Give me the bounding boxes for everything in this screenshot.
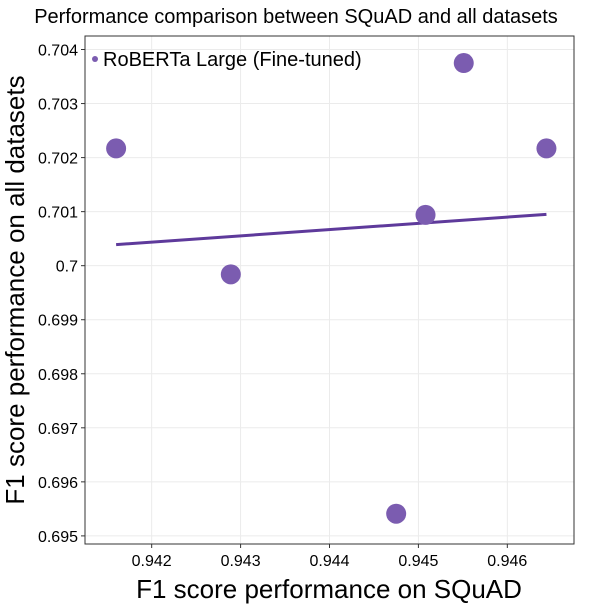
chart-title: Performance comparison between SQuAD and… bbox=[34, 6, 558, 28]
scatter-point bbox=[106, 138, 127, 159]
x-tick-label: 0.945 bbox=[398, 553, 438, 570]
legend: RoBERTa Large (Fine-tuned) bbox=[92, 49, 362, 71]
y-tick-label: 0.698 bbox=[38, 367, 78, 384]
y-tick-label: 0.704 bbox=[38, 43, 78, 60]
grid-lines bbox=[85, 36, 574, 544]
x-tick-label: 0.942 bbox=[132, 553, 172, 570]
y-tick-label: 0.7 bbox=[56, 259, 78, 276]
y-tick-label: 0.701 bbox=[38, 205, 78, 222]
data-points bbox=[106, 53, 557, 524]
scatter-point bbox=[220, 264, 241, 285]
y-axis-ticks: 0.695 0.696 0.697 0.698 0.699 0.7 0.701 0.702 0.… bbox=[38, 43, 85, 546]
x-axis-ticks: 0.942 0.943 0.944 0.945 0.946 bbox=[132, 544, 527, 570]
scatter-point bbox=[536, 138, 557, 159]
y-tick-label: 0.699 bbox=[38, 313, 78, 330]
y-tick-label: 0.702 bbox=[38, 151, 78, 168]
y-axis-label: F1 score performance on all datasets bbox=[0, 75, 30, 504]
scatter-point bbox=[453, 53, 474, 74]
y-tick-label: 0.695 bbox=[38, 529, 78, 546]
x-axis-label: F1 score performance on SQuAD bbox=[136, 574, 522, 604]
legend-swatch bbox=[92, 56, 98, 62]
scatter-point bbox=[415, 204, 436, 225]
trend-line-group bbox=[116, 212, 547, 247]
trend-line bbox=[116, 212, 547, 247]
x-tick-label: 0.944 bbox=[309, 553, 349, 570]
scatter-point bbox=[386, 503, 407, 524]
y-tick-label: 0.697 bbox=[38, 421, 78, 438]
x-tick-label: 0.946 bbox=[487, 553, 527, 570]
legend-label: RoBERTa Large (Fine-tuned) bbox=[103, 49, 362, 71]
x-tick-label: 0.943 bbox=[221, 553, 261, 570]
y-tick-label: 0.703 bbox=[38, 97, 78, 114]
y-tick-label: 0.696 bbox=[38, 475, 78, 492]
